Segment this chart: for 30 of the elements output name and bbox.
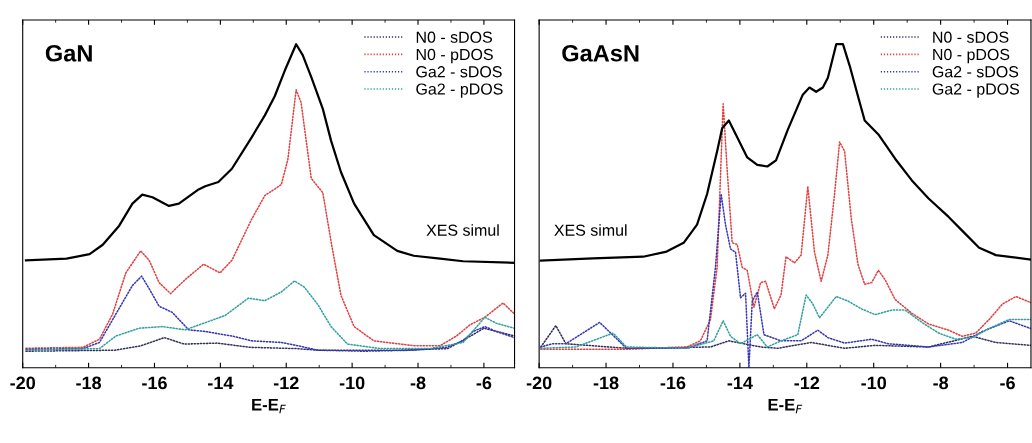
series-label: XES simul bbox=[554, 224, 627, 236]
x-tick-label: -6 bbox=[476, 376, 492, 390]
legend-label: Ga2 - sDOS bbox=[416, 66, 502, 78]
x-tick-label: -14 bbox=[208, 376, 234, 390]
legend-label: Ga2 - pDOS bbox=[932, 83, 1020, 98]
x-tick-label: -18 bbox=[593, 376, 619, 390]
legend-label: N0 - pDOS bbox=[933, 48, 1010, 64]
x-tick-label: -10 bbox=[339, 376, 365, 390]
legend-label: N0 - sDOS bbox=[416, 31, 492, 43]
x-tick-label: -6 bbox=[1000, 376, 1015, 390]
x-tick-label: -14 bbox=[727, 376, 753, 390]
x-tick-label: -10 bbox=[861, 376, 887, 390]
x-tick-label: -20 bbox=[10, 376, 36, 390]
x-tick-label: -16 bbox=[660, 376, 686, 390]
legend-label: Ga2 - sDOS bbox=[932, 66, 1019, 78]
x-tick-label: -12 bbox=[794, 376, 820, 390]
legend-label: N0 - pDOS bbox=[416, 48, 493, 64]
x-tick-label: -8 bbox=[933, 376, 949, 390]
x-tick-label: -8 bbox=[410, 376, 426, 390]
series-label: XES simul bbox=[426, 224, 499, 236]
chart-title: GaAsN bbox=[562, 44, 639, 62]
legend-label: Ga2 - pDOS bbox=[416, 83, 503, 98]
x-axis-title: E-E$_{F}$ bbox=[252, 398, 286, 414]
x-tick-label: -16 bbox=[142, 376, 167, 390]
x-tick-label: -12 bbox=[273, 376, 299, 390]
x-tick-label: -20 bbox=[526, 376, 552, 390]
legend-label: N0 - sDOS bbox=[933, 31, 1009, 43]
x-tick-label: -18 bbox=[76, 376, 102, 390]
chart-title: GaN bbox=[45, 44, 92, 62]
x-axis-title: E-E$_{F}$ bbox=[768, 398, 803, 414]
